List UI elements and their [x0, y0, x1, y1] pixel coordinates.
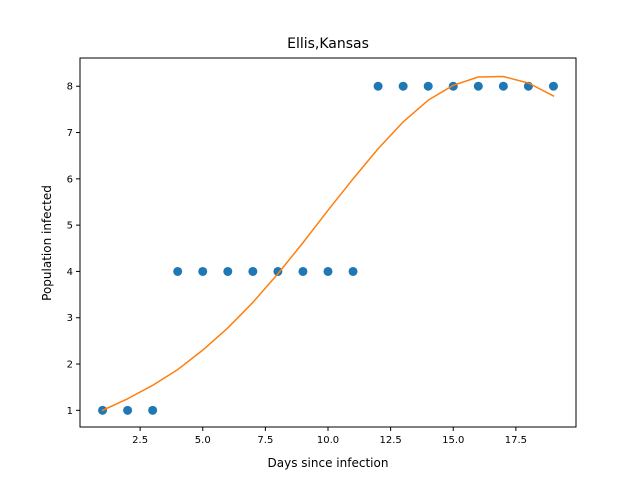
plot-area: 2.5 5.0 7.5 10.0 12.5 15.0 17.5 1 2 3 4 5 6 7 8 — [67, 57, 577, 446]
y-tick-label: 6 — [67, 174, 73, 185]
y-tick-label: 8 — [67, 82, 73, 93]
x-tick-label: 7.5 — [257, 435, 273, 446]
data-point — [423, 81, 433, 91]
data-point — [373, 81, 383, 91]
data-point — [473, 81, 483, 91]
data-point — [548, 81, 558, 91]
y-tick-label: 3 — [67, 313, 73, 324]
fit-line — [101, 75, 555, 412]
data-point — [298, 266, 308, 276]
data-point — [148, 405, 158, 415]
data-point — [498, 81, 508, 91]
y-tick-label: 4 — [67, 267, 73, 278]
x-tick-label: 15.0 — [442, 435, 464, 446]
data-point — [398, 81, 408, 91]
data-point — [273, 266, 283, 276]
y-tick-label: 5 — [67, 221, 73, 232]
x-axis-label: Days since infection — [268, 456, 389, 470]
data-point — [348, 266, 358, 276]
data-point — [223, 266, 233, 276]
chart-title: Ellis,Kansas — [287, 36, 369, 52]
y-tick-label: 1 — [67, 406, 73, 417]
data-point — [123, 405, 133, 415]
x-tick-label: 12.5 — [379, 435, 401, 446]
x-tick-label: 5.0 — [195, 435, 211, 446]
y-tick-label: 7 — [67, 128, 73, 139]
x-tick-label: 2.5 — [132, 435, 148, 446]
x-tick-label: 17.5 — [505, 435, 527, 446]
x-tick-label: 10.0 — [317, 435, 339, 446]
data-point — [248, 266, 258, 276]
data-point — [448, 81, 458, 91]
data-point — [198, 266, 208, 276]
y-tick-label: 2 — [67, 360, 73, 371]
y-axis-label: Population infected — [40, 185, 54, 301]
data-point — [173, 266, 183, 276]
data-point — [323, 266, 333, 276]
